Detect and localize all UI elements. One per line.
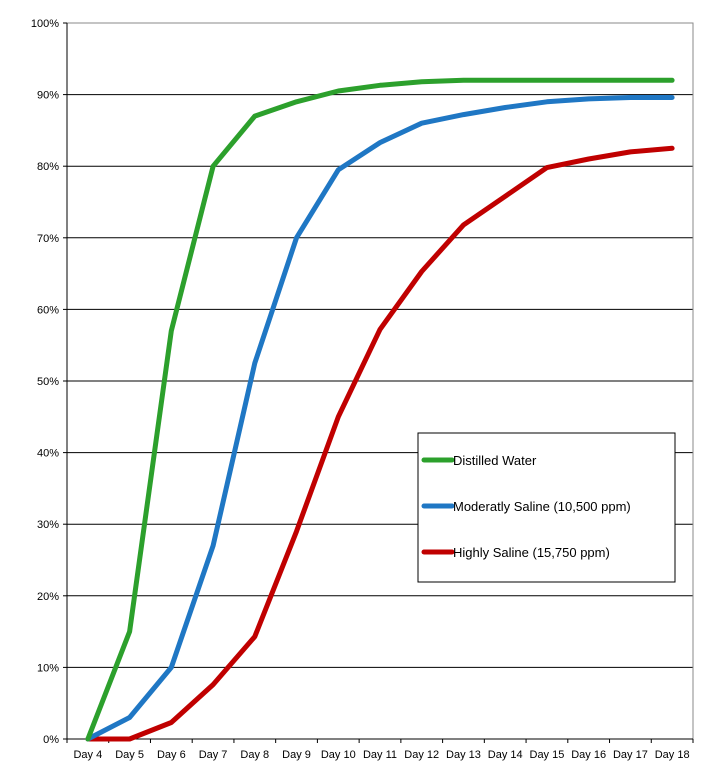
x-tick-label: Day 18 — [655, 749, 690, 761]
y-tick-label: 70% — [37, 233, 59, 245]
x-tick-label: Day 7 — [199, 749, 228, 761]
x-tick-label: Day 12 — [404, 749, 439, 761]
legend-box — [417, 432, 676, 583]
x-tick-label: Day 14 — [488, 749, 523, 761]
series-line — [85, 95, 675, 742]
y-tick-label: 20% — [37, 591, 59, 603]
y-tick-label: 30% — [37, 519, 59, 531]
y-tick-label: 50% — [37, 376, 59, 388]
y-tick-label: 10% — [37, 662, 59, 674]
series-lines — [85, 77, 675, 742]
series-line — [85, 145, 675, 742]
x-tick-label: Day 5 — [115, 749, 144, 761]
y-tick-label: 60% — [37, 304, 59, 316]
y-tick-label: 100% — [31, 18, 59, 30]
y-tick-labels: 0% 10% 20% 30% 40% 50% 60% 70% 80% 90% 100% — [31, 18, 59, 746]
legend-label: Moderatly Saline (10,500 ppm) — [453, 499, 631, 514]
series-line — [85, 77, 675, 742]
legend: Distilled Water Moderatly Saline (10,500 … — [417, 432, 676, 583]
legend-label: Highly Saline (15,750 ppm) — [453, 545, 610, 560]
x-tick-label: Day 16 — [571, 749, 606, 761]
y-tick-label: 80% — [37, 161, 59, 173]
y-tick-label: 90% — [37, 90, 59, 102]
x-tick-label: Day 6 — [157, 749, 186, 761]
x-tick-label: Day 11 — [363, 749, 397, 761]
x-tick-label: Day 15 — [530, 749, 565, 761]
x-tick-label: Day 10 — [321, 749, 356, 761]
y-tick-label: 0% — [43, 734, 59, 746]
x-tick-label: Day 9 — [282, 749, 311, 761]
y-tick-label: 40% — [37, 448, 59, 460]
x-tick-label: Day 4 — [73, 749, 102, 761]
axes — [63, 22, 694, 743]
x-tick-label: Day 17 — [613, 749, 648, 761]
legend-label: Distilled Water — [453, 453, 537, 468]
x-tick-labels: Day 4 Day 5 Day 6 Day 7 Day 8 Day 9 Day 10 Day … — [73, 749, 689, 761]
x-tick-label: Day 13 — [446, 749, 481, 761]
x-tick-label: Day 8 — [240, 749, 269, 761]
